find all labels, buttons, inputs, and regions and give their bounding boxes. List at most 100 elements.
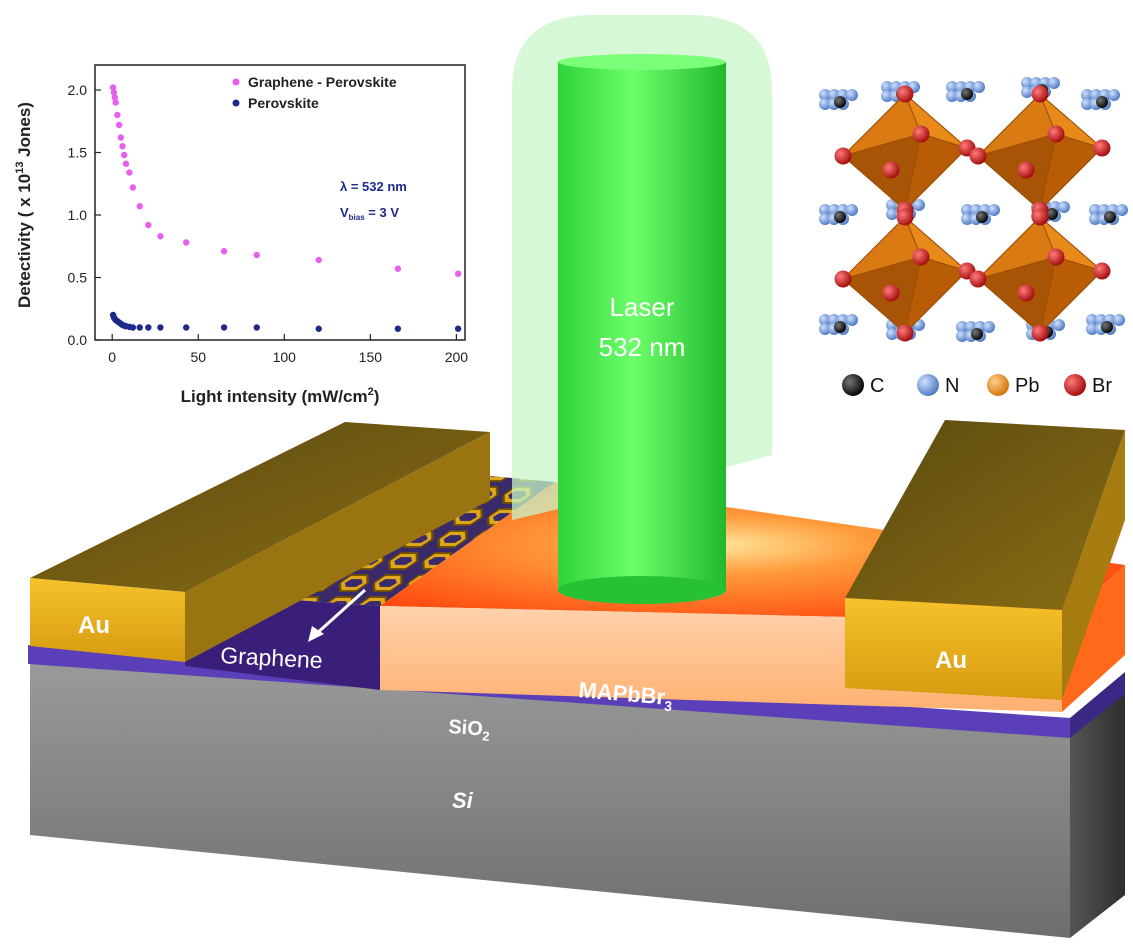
graphene-perovskite-point: [129, 184, 137, 191]
bromine-atom: [834, 147, 852, 165]
bromine-atom-icon: [1064, 374, 1086, 396]
y-tick-label: 1.0: [68, 207, 88, 223]
perovskite-point: [157, 324, 164, 331]
graphene-perovskite-point: [115, 121, 123, 129]
bromine-atom: [969, 270, 987, 288]
chart-ticks: 0 50 100 150 200 0.0 0.5 1.0 1.5 2.0: [68, 82, 469, 365]
au-right-side: [1062, 430, 1125, 700]
bromine-atom: [1093, 139, 1111, 157]
perovskite-point: [129, 324, 137, 331]
graphene-perovskite-point: [109, 84, 117, 91]
bromine-atom: [1017, 284, 1035, 302]
graphene-label: Graphene: [220, 642, 324, 673]
perovskite-side: [1062, 565, 1125, 712]
graphene-perovskite-point: [454, 270, 462, 277]
y-tick-label: 1.5: [68, 145, 88, 161]
graphene-perovskite-point: [117, 134, 125, 141]
bromine-atom: [1017, 161, 1035, 179]
au-left-front: [30, 578, 185, 662]
chart-annotation-bias: Vbias = 3 V: [340, 205, 399, 222]
carbon-atom-icon: [842, 374, 864, 396]
graphene-perovskite-point: [253, 251, 260, 259]
nitrogen-atom: [1113, 314, 1125, 326]
carbon-atom: [1046, 208, 1058, 220]
graphene-label-text: Graphene: [220, 642, 324, 673]
nitrogen-atom: [881, 81, 893, 93]
atom-legend: C N Pb Br: [842, 374, 1112, 397]
nitrogen-atom: [886, 208, 898, 220]
chart-xlabel: Light intensity (mW/cm2): [181, 386, 380, 406]
nitrogen-atom: [961, 204, 973, 216]
nitrogen-atom: [819, 89, 831, 101]
chart-annotation-wavelength: λ = 532 nm: [340, 179, 407, 194]
nitrogen-atom: [1086, 314, 1098, 326]
bromine-atom: [834, 270, 852, 288]
nitrogen-atom: [1089, 204, 1101, 216]
graphene-perovskite-point: [183, 239, 190, 246]
xlabel-main: Light intensity (mW/cm: [181, 387, 368, 406]
bromine-atom: [912, 248, 930, 266]
bromine-atom: [1047, 125, 1065, 143]
graphene-perovskite-point: [122, 160, 130, 167]
nitrogen-atom: [819, 98, 831, 110]
bromine-atom: [1031, 208, 1049, 226]
au-right-top: [845, 420, 1125, 610]
nitrogen-atom: [846, 89, 858, 101]
graphene-perovskite-point: [111, 94, 118, 101]
octahedron-face: [842, 256, 922, 334]
chart-ylabel: Detectivity ( x 1013 Jones): [14, 102, 34, 308]
perovskite-point: [145, 324, 152, 331]
bromine-atom: [969, 147, 987, 165]
bromine-atom: [882, 284, 900, 302]
nitrogen-atom: [886, 328, 898, 340]
bromine-atom: [1047, 248, 1065, 266]
graphene-perovskite-point: [394, 265, 402, 272]
nitrogen-atom: [956, 321, 968, 333]
nitrogen-atom: [946, 81, 958, 93]
graphene-perovskite-point: [126, 169, 133, 176]
bromine-atom: [896, 208, 914, 226]
graphene-perovskite-point: [114, 111, 121, 119]
y-tick-label: 2.0: [68, 82, 88, 98]
nitrogen-atom: [983, 321, 995, 333]
silicon-substrate-front: [30, 660, 1070, 938]
nitrogen-atom: [819, 204, 831, 216]
perovskite-point: [394, 325, 402, 332]
graphene-perovskite-point: [119, 143, 126, 150]
x-tick-label: 150: [359, 349, 383, 365]
au-left-side: [185, 432, 490, 662]
lead-atom-icon: [987, 374, 1009, 396]
nitrogen-atom: [1108, 89, 1120, 101]
perovskite-point: [253, 324, 260, 331]
graphene-arrow-head: [308, 626, 324, 642]
au-left-label: Au: [78, 612, 110, 639]
carbon-atom: [1104, 211, 1116, 223]
carbon-atom: [834, 211, 846, 223]
mapbbr-label-sub: 3: [664, 698, 673, 715]
carbon-atom: [976, 211, 988, 223]
au-right-front: [845, 598, 1062, 700]
nitrogen-atom: [1081, 89, 1093, 101]
perovskite-point: [315, 325, 322, 332]
sio2-layer-side: [1070, 672, 1125, 738]
graphene-perovskite-point: [220, 248, 228, 255]
nitrogen-atom: [886, 199, 898, 211]
legend-marker-perovskite: [232, 99, 240, 107]
chart-plot-area: [94, 64, 466, 341]
legend-marker-graphene-perovskite: [232, 78, 240, 86]
nitrogen-atom: [846, 314, 858, 326]
bias-end: = 3 V: [365, 205, 400, 220]
graphene-perovskite-point: [110, 89, 118, 96]
nitrogen-atom: [1048, 77, 1060, 89]
nitrogen-atom: [846, 204, 858, 216]
xlabel-end: ): [374, 387, 380, 406]
atom-legend-label: C: [870, 375, 884, 397]
atom-legend-label: Br: [1092, 375, 1112, 397]
nitrogen-atom: [881, 90, 893, 102]
atom-legend-label: N: [945, 375, 959, 397]
legend-label-graphene-perovskite: Graphene - Perovskite: [248, 74, 397, 90]
graphene-perovskite-point: [121, 151, 128, 159]
xlabel-sup: 2: [368, 386, 374, 398]
bromine-atom: [912, 125, 930, 143]
ylabel-sup: 13: [14, 162, 26, 174]
